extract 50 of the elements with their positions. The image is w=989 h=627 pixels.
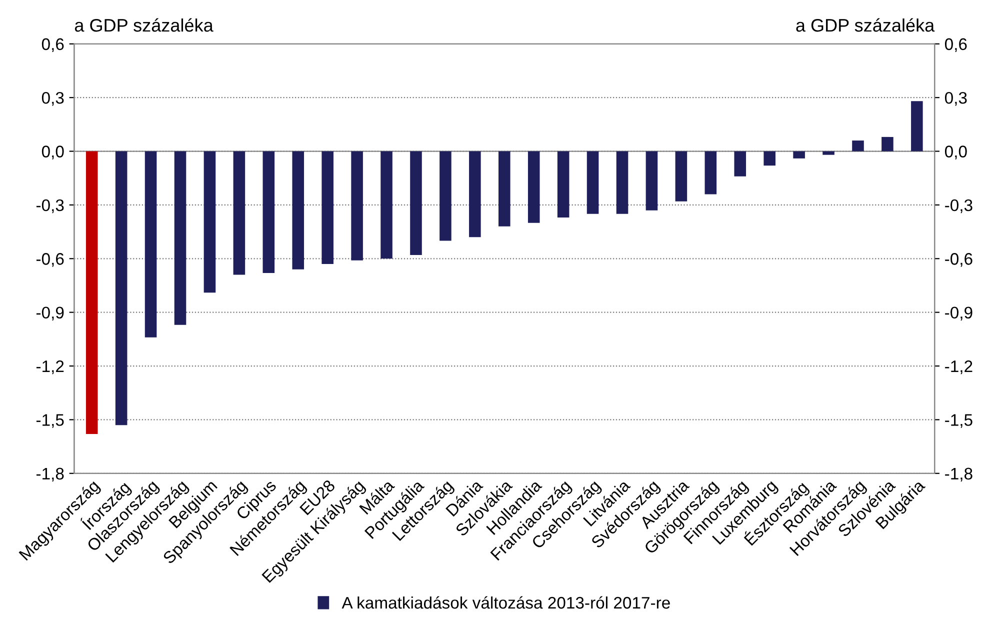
- y2-tick-label: -1,5: [945, 414, 972, 428]
- y-tick-label: -0,9: [36, 306, 64, 320]
- bar: [440, 151, 452, 241]
- y-tick-label: 0,3: [42, 92, 64, 106]
- bar: [115, 151, 128, 426]
- bar: [616, 151, 628, 214]
- bar: [911, 101, 923, 152]
- bar: [380, 151, 392, 259]
- bar: [469, 151, 481, 238]
- bar: [557, 151, 570, 218]
- y-tick-label: -1,2: [36, 360, 64, 374]
- bar: [262, 151, 275, 273]
- bar: [174, 151, 186, 325]
- bar: [204, 151, 216, 293]
- y2-tick-label: -0,3: [945, 199, 972, 214]
- y-tick-label: 0,6: [42, 38, 64, 52]
- bar: [764, 151, 776, 166]
- legend-label: A kamatkiadások változása 2013-ról 2017-re: [342, 596, 670, 609]
- bar: [852, 140, 864, 152]
- y-axis-title: a GDP százaléka: [74, 18, 214, 32]
- bar: [292, 151, 304, 270]
- y-tick-label: -1,8: [36, 468, 64, 482]
- y2-tick-label: 0,3: [944, 92, 967, 106]
- bar: [233, 151, 246, 275]
- bar: [793, 151, 805, 158]
- y2-tick-label: -0,9: [945, 306, 972, 320]
- bar: [882, 136, 894, 152]
- bar: [86, 151, 98, 434]
- bar: [734, 151, 746, 176]
- bar: [822, 151, 834, 155]
- y-tick-label: -0,6: [36, 253, 64, 267]
- bar: [410, 151, 422, 256]
- bar: [704, 151, 717, 194]
- y-tick-label: -0,3: [36, 199, 64, 214]
- bar: [351, 151, 363, 260]
- y2-tick-label: -0,6: [945, 253, 972, 267]
- y2-tick-label: 0,0: [944, 146, 967, 160]
- bar: [646, 151, 658, 210]
- bar: [144, 151, 157, 338]
- bar: [498, 151, 510, 226]
- bar: [675, 151, 688, 202]
- y2-tick-label: -1,8: [945, 468, 972, 482]
- y2-axis-title: a GDP százaléka: [796, 18, 935, 32]
- y2-tick-label: -1,2: [945, 360, 972, 374]
- y2-tick-label: 0,6: [944, 38, 967, 52]
- bar: [528, 151, 540, 223]
- bar: [586, 151, 599, 214]
- y-tick-label: -1,5: [36, 414, 64, 428]
- bar: [322, 151, 334, 264]
- y-tick-label: 0,0: [42, 146, 64, 160]
